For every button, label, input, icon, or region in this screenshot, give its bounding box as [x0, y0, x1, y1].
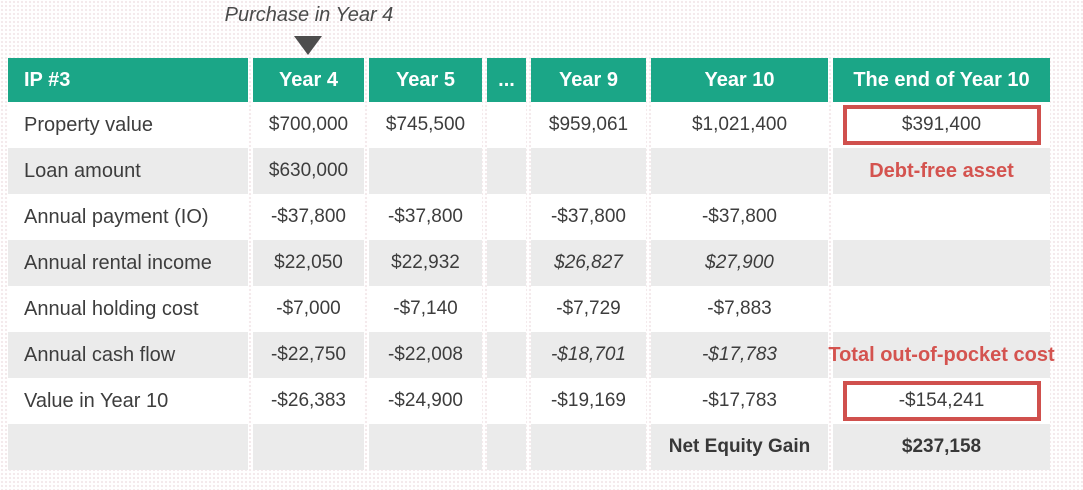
- table-cell: -$19,169: [531, 378, 646, 424]
- table-cell: [487, 194, 526, 240]
- table-cell: [833, 286, 1050, 332]
- table-cell: [487, 378, 526, 424]
- debt-free-value-box: $391,400: [842, 105, 1041, 145]
- header-year-5: Year 5: [369, 58, 482, 102]
- table-cell: [253, 424, 364, 470]
- row-label-annual-rental-income: Annual rental income: [8, 240, 248, 286]
- out-of-pocket-value-box: -$154,241: [842, 381, 1041, 421]
- header-ip3: IP #3: [8, 58, 248, 102]
- row-label-loan-amount: Loan amount: [8, 148, 248, 194]
- table-cell: [487, 148, 526, 194]
- header-year-10: Year 10: [651, 58, 828, 102]
- purchase-annotation: Purchase in Year 4: [224, 4, 394, 26]
- table-cell: -$22,750: [253, 332, 364, 378]
- row-label-annual-cash-flow: Annual cash flow: [8, 332, 248, 378]
- table-cell: -$7,140: [369, 286, 482, 332]
- debt-free-asset-callout: Debt-free asset: [833, 148, 1050, 194]
- table-cell: [8, 424, 248, 470]
- table-cell: [487, 102, 526, 148]
- table-cell: [487, 332, 526, 378]
- table-cell: [487, 240, 526, 286]
- net-equity-gain-value: $237,158: [833, 424, 1050, 470]
- row-label-property-value: Property value: [8, 102, 248, 148]
- table-cell: -$26,383: [253, 378, 364, 424]
- header-year-4: Year 4: [253, 58, 364, 102]
- total-out-of-pocket-callout: Total out-of-pocket cost: [828, 332, 1055, 378]
- arrow-down-icon: [294, 36, 322, 55]
- table-cell: [651, 148, 828, 194]
- table-cell: -$7,729: [531, 286, 646, 332]
- row-label-annual-payment: Annual payment (IO): [8, 194, 248, 240]
- table-cell: $22,050: [253, 240, 364, 286]
- table-cell: $745,500: [369, 102, 482, 148]
- table-cell: -$22,008: [369, 332, 482, 378]
- header-ellipsis: ...: [487, 58, 526, 102]
- table-cell: [531, 424, 646, 470]
- investment-property-table: IP #3 Year 4 Year 5 ... Year 9 Year 10 T…: [8, 58, 1055, 470]
- table-cell: [833, 240, 1050, 286]
- debt-free-value: $391,400: [901, 114, 982, 135]
- header-year-9: Year 9: [531, 58, 646, 102]
- table-cell: -$37,800: [253, 194, 364, 240]
- table-cell-projected: $27,900: [651, 240, 828, 286]
- table-cell: [369, 424, 482, 470]
- out-of-pocket-value: -$154,241: [898, 390, 985, 411]
- table-cell: $700,000: [253, 102, 364, 148]
- table-cell: -$37,800: [369, 194, 482, 240]
- table-cell: -$37,800: [531, 194, 646, 240]
- table-cell-highlighted: $391,400: [833, 102, 1050, 148]
- table-cell: [487, 424, 526, 470]
- table-cell: -$7,883: [651, 286, 828, 332]
- table-cell: -$7,000: [253, 286, 364, 332]
- header-end-of-year-10: The end of Year 10: [833, 58, 1050, 102]
- table-cell: [531, 148, 646, 194]
- net-equity-gain-label: Net Equity Gain: [651, 424, 828, 470]
- table-cell: [369, 148, 482, 194]
- table-cell: $22,932: [369, 240, 482, 286]
- table-cell-highlighted: -$154,241: [833, 378, 1050, 424]
- table-cell: -$37,800: [651, 194, 828, 240]
- table-cell: $1,021,400: [651, 102, 828, 148]
- table-cell-projected: -$17,783: [651, 332, 828, 378]
- table-cell: [487, 286, 526, 332]
- row-label-value-in-year-10: Value in Year 10: [8, 378, 248, 424]
- row-label-annual-holding-cost: Annual holding cost: [8, 286, 248, 332]
- table-cell: $959,061: [531, 102, 646, 148]
- table-cell: $630,000: [253, 148, 364, 194]
- table-cell: -$17,783: [651, 378, 828, 424]
- table-cell-projected: -$18,701: [531, 332, 646, 378]
- table-cell: -$24,900: [369, 378, 482, 424]
- table-cell: [833, 194, 1050, 240]
- table-cell-projected: $26,827: [531, 240, 646, 286]
